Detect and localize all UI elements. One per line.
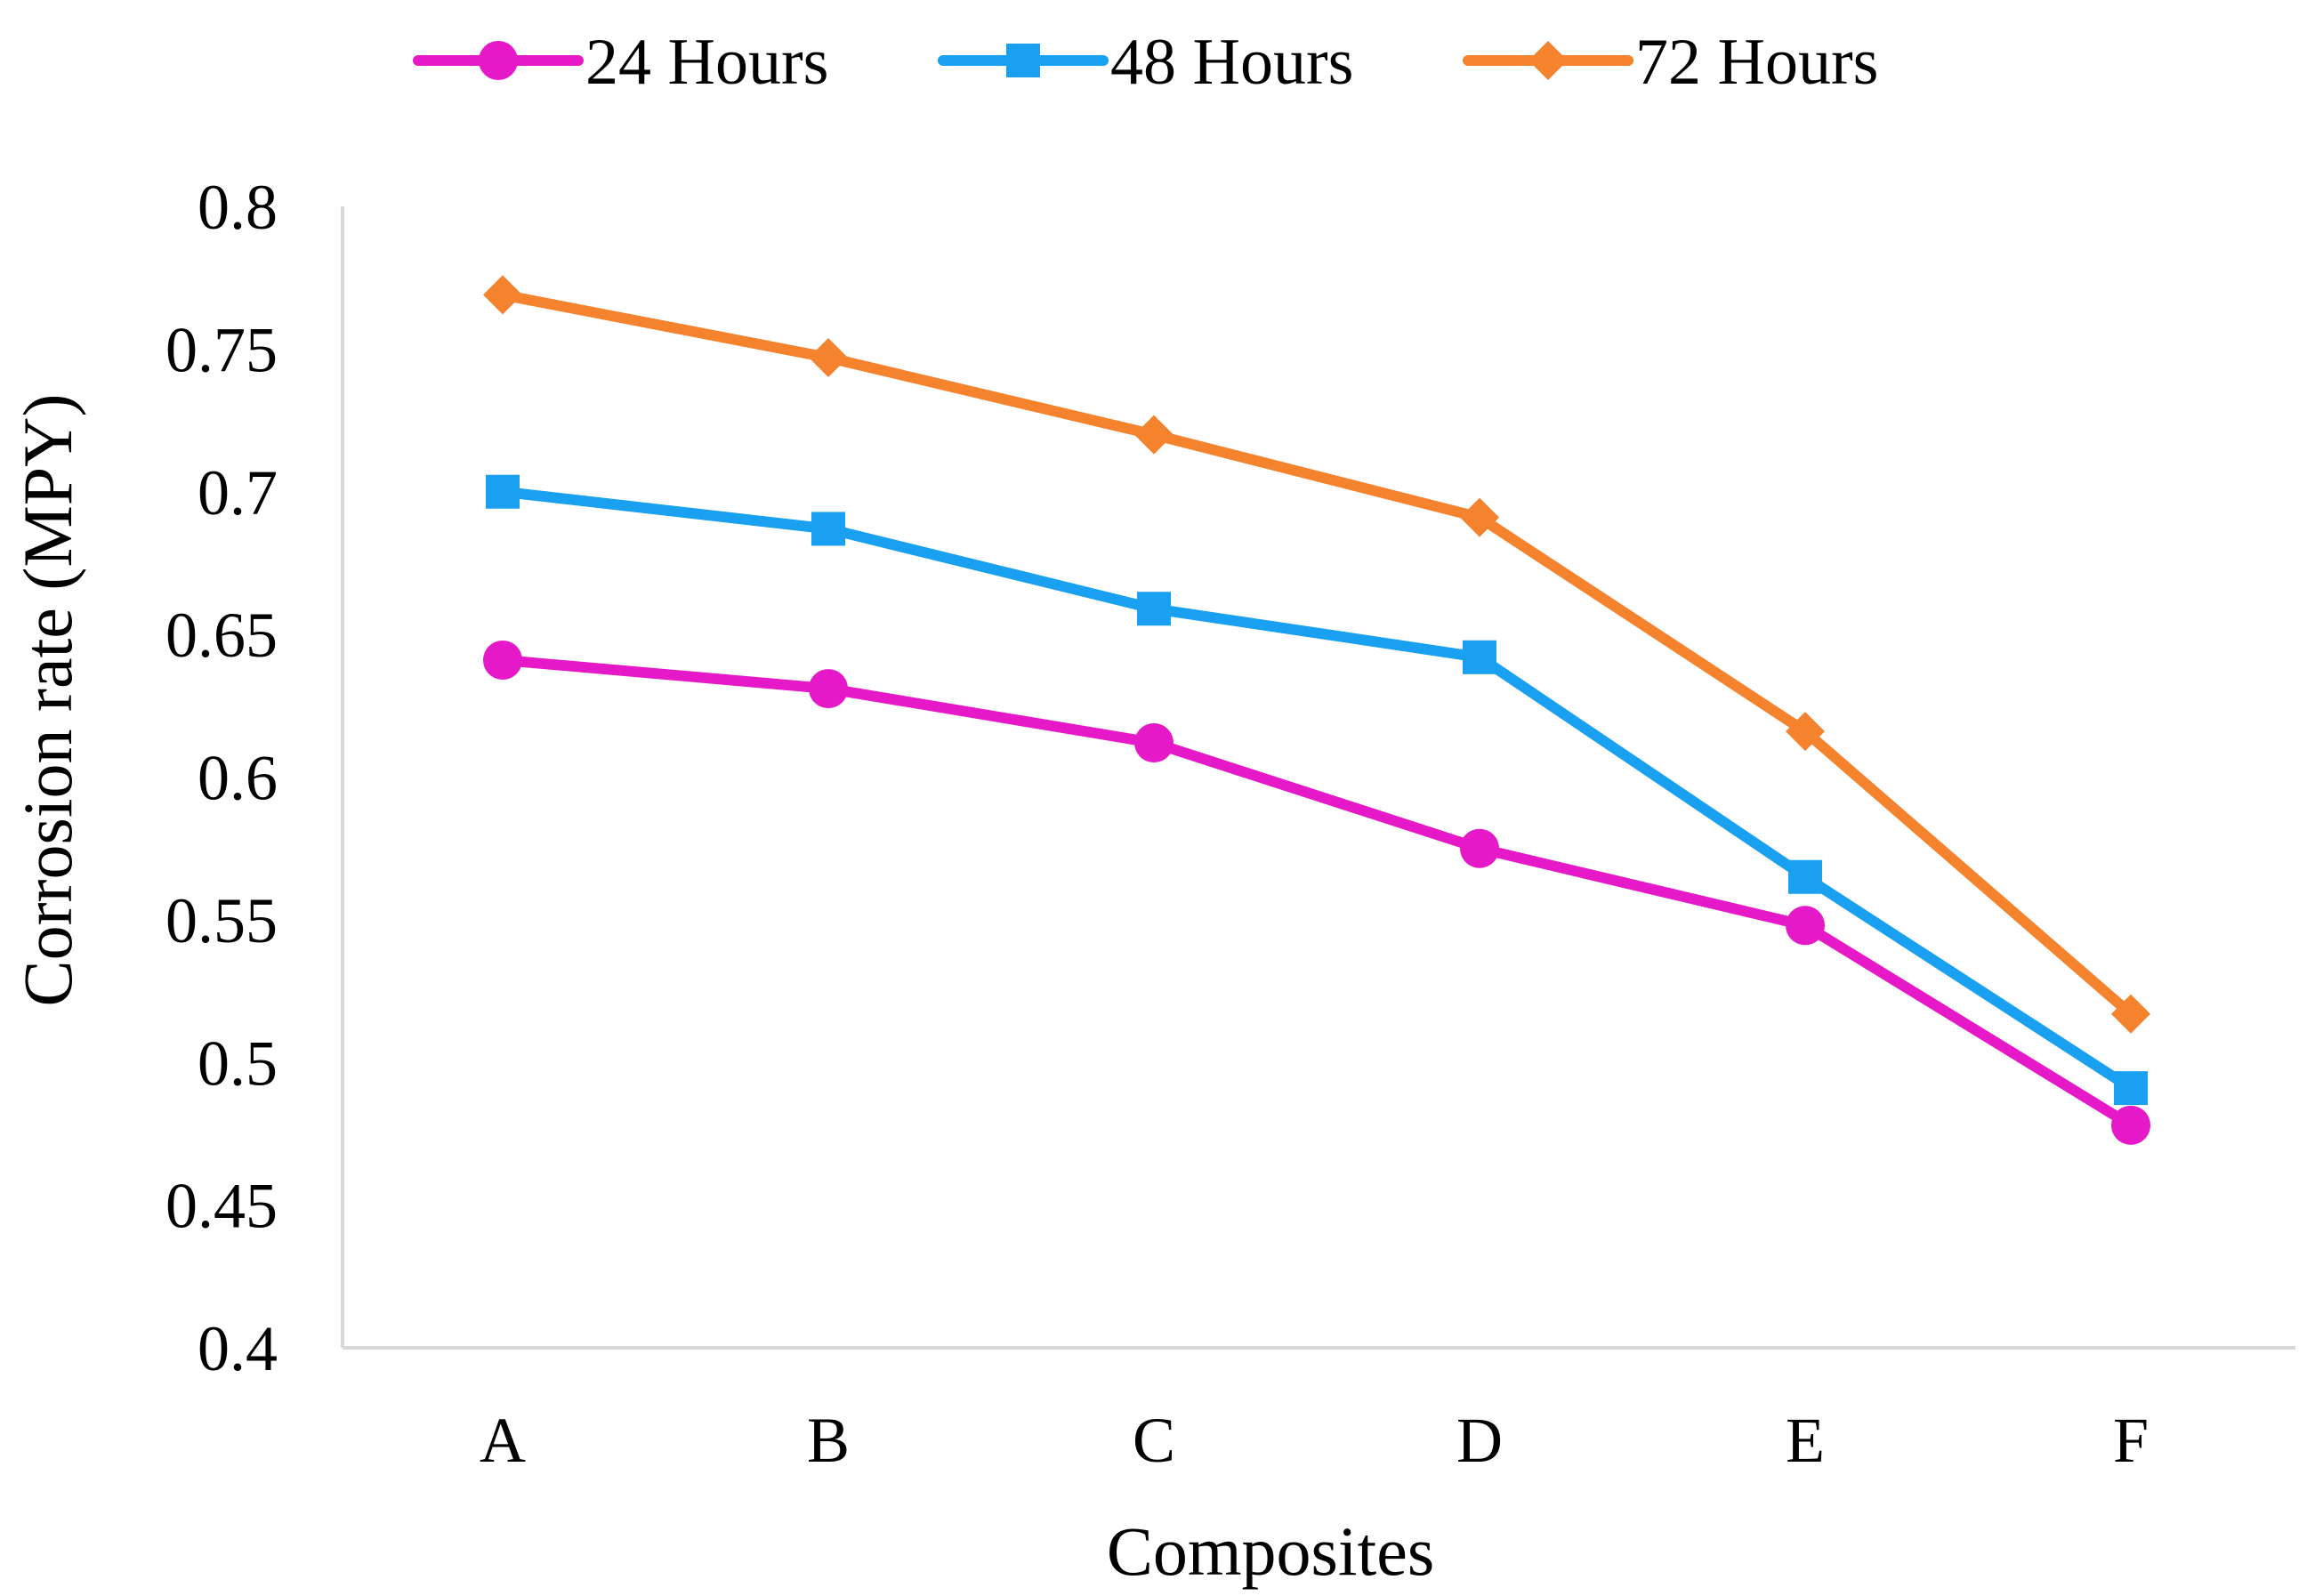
x-tick-label: E [1786, 1405, 1825, 1476]
x-tick-label: C [1133, 1405, 1175, 1476]
series-line-48-hours [497, 486, 2136, 1094]
y-tick-label: 0.7 [198, 457, 278, 528]
data-point-72-hours [1786, 712, 1825, 752]
series-24-hours [483, 640, 2150, 1145]
data-point-72-hours [809, 337, 848, 377]
y-axis-title: Corrosion rate (MPY) [9, 394, 86, 1007]
y-tick-label: 0.5 [198, 1028, 278, 1099]
legend-label: 48 Hours [1110, 26, 1353, 99]
legend-marker-icon [1006, 44, 1040, 77]
y-tick-label: 0.55 [165, 885, 278, 956]
data-point-24-hours [1786, 906, 1825, 946]
data-point-72-hours [1460, 497, 1499, 537]
y-tick-label: 0.8 [198, 172, 278, 243]
x-tick-label: B [807, 1405, 850, 1476]
data-point-24-hours [1460, 828, 1499, 868]
data-point-72-hours [483, 275, 522, 315]
y-tick-label: 0.65 [165, 600, 278, 671]
axes [341, 206, 2295, 1350]
data-point-24-hours [483, 640, 522, 680]
data-point-24-hours [2111, 1105, 2150, 1145]
data-point-48-hours [1463, 640, 1496, 674]
legend-item-24-hours: 24 Hours [413, 26, 828, 99]
series-line-24-hours [497, 654, 2136, 1131]
data-point-48-hours [1137, 592, 1171, 626]
series-group [483, 275, 2150, 1145]
data-point-48-hours [2114, 1071, 2148, 1106]
y-tick-label: 0.4 [198, 1313, 278, 1384]
x-axis-title: Composites [1107, 1512, 1434, 1590]
legend: 24 Hours 48 Hours 72 Hours [413, 26, 1878, 99]
data-point-48-hours [811, 512, 845, 546]
x-tick-label: A [480, 1405, 526, 1476]
legend-item-48-hours: 48 Hours [938, 26, 1353, 99]
legend-label: 24 Hours [585, 26, 828, 99]
data-point-24-hours [1134, 723, 1174, 763]
legend-marker-icon [1529, 41, 1568, 80]
data-point-72-hours [2111, 994, 2150, 1034]
legend-marker-icon [479, 41, 518, 80]
legend-item-72-hours: 72 Hours [1463, 26, 1878, 99]
data-point-24-hours [809, 669, 848, 709]
legend-label: 72 Hours [1635, 26, 1878, 99]
series-72-hours [483, 275, 2150, 1034]
series-line-72-hours [497, 289, 2136, 1020]
x-tick-label: D [1456, 1405, 1503, 1476]
y-tick-label: 0.75 [165, 314, 278, 385]
y-tick-label: 0.45 [165, 1171, 278, 1242]
x-tick-label: F [2113, 1405, 2149, 1476]
data-point-48-hours [1788, 859, 1822, 894]
y-tick-label: 0.6 [198, 743, 278, 814]
data-point-72-hours [1134, 415, 1174, 455]
data-point-48-hours [486, 474, 520, 509]
x-tick-labels: A B C D E F [480, 1405, 2149, 1476]
series-48-hours [486, 474, 2148, 1106]
y-tick-labels: 0.4 0.45 0.5 0.55 0.6 0.65 0.7 0.75 0.8 [165, 172, 278, 1384]
